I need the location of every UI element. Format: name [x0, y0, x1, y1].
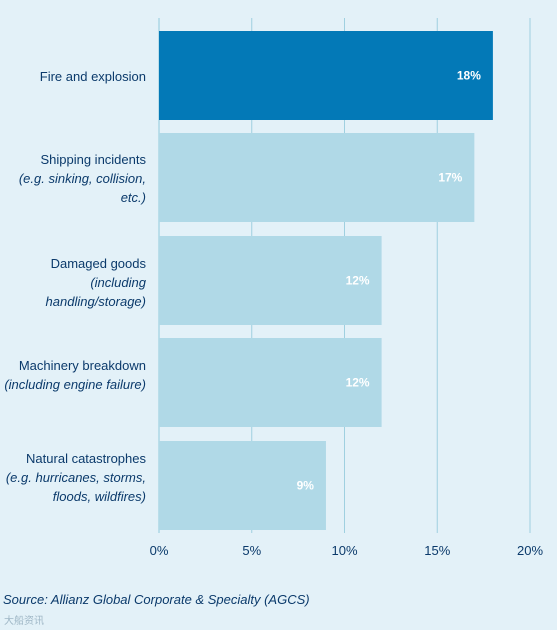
category-label: Machinery breakdown (including engine fai…	[0, 356, 146, 394]
source-note: Source: Allianz Global Corporate & Speci…	[3, 592, 310, 607]
x-tick-label: 10%	[331, 543, 357, 558]
bar	[159, 338, 382, 427]
bar	[159, 236, 382, 325]
x-tick-label: 20%	[517, 543, 543, 558]
category-name: Fire and explosion	[39, 69, 146, 84]
category-name: Machinery breakdown	[18, 358, 146, 373]
category-label: Shipping incidents (e.g. sinking, collisi…	[0, 150, 146, 207]
category-name: Natural catastrophes	[26, 451, 146, 466]
x-tick-label: 15%	[424, 543, 450, 558]
category-sublabel: (e.g. sinking, collision, etc.)	[18, 171, 146, 205]
bar-value-label: 17%	[438, 171, 462, 185]
category-label: Damaged goods (including handling/storage…	[0, 254, 146, 311]
bar	[159, 441, 326, 530]
category-sublabel: (including handling/storage)	[45, 275, 146, 309]
category-sublabel: (including engine failure)	[4, 377, 146, 392]
bar-value-label: 18%	[457, 69, 481, 83]
category-name: Shipping incidents	[40, 152, 146, 167]
bar	[159, 31, 493, 120]
x-tick-label: 5%	[242, 543, 261, 558]
watermark: 大船资讯	[4, 616, 44, 627]
bar-value-label: 12%	[346, 376, 370, 390]
bar-value-label: 12%	[346, 274, 370, 288]
bar-value-label: 9%	[297, 479, 315, 493]
category-label: Natural catastrophes (e.g. hurricanes, st…	[0, 449, 146, 506]
bar	[159, 133, 475, 222]
x-tick-label: 0%	[150, 543, 169, 558]
category-name: Damaged goods	[50, 256, 146, 271]
category-sublabel: (e.g. hurricanes, storms, floods, wildfi…	[5, 470, 146, 504]
category-label: Fire and explosion	[0, 67, 146, 86]
